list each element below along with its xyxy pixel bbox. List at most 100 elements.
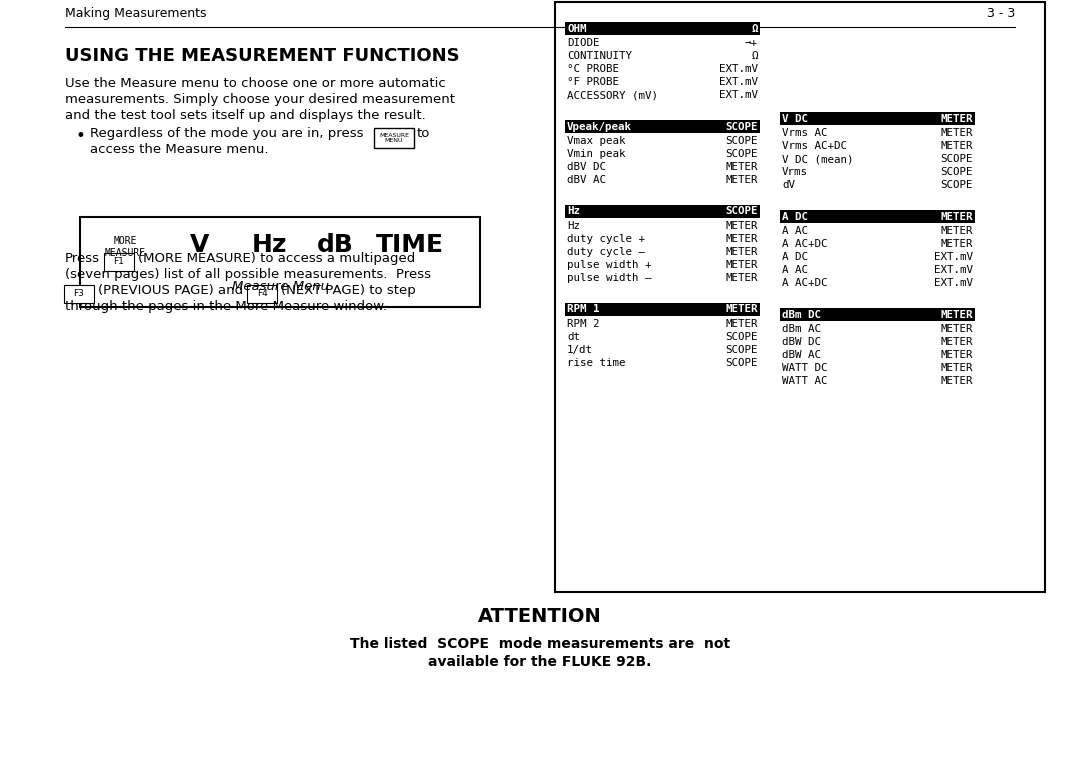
Text: METER: METER (726, 175, 758, 185)
Text: METER: METER (941, 337, 973, 347)
Text: USING THE MEASUREMENT FUNCTIONS: USING THE MEASUREMENT FUNCTIONS (65, 47, 460, 65)
Text: ATTENTION: ATTENTION (478, 607, 602, 626)
FancyBboxPatch shape (80, 217, 480, 307)
Text: Ω: Ω (752, 51, 758, 61)
Text: 1/dt: 1/dt (567, 345, 593, 355)
Text: METER: METER (726, 260, 758, 270)
Text: SCOPE: SCOPE (941, 180, 973, 190)
Text: °F PROBE: °F PROBE (567, 77, 619, 87)
Bar (565, 120, 760, 133)
Text: DIODE: DIODE (567, 38, 599, 48)
Text: METER: METER (941, 239, 973, 249)
Text: V: V (190, 233, 210, 257)
Text: METER: METER (726, 234, 758, 244)
Text: ACCESSORY (mV): ACCESSORY (mV) (567, 90, 658, 100)
Text: dBm DC: dBm DC (782, 309, 821, 319)
Text: Vrms AC+DC: Vrms AC+DC (782, 141, 847, 151)
Text: Measure Menu: Measure Menu (231, 280, 328, 293)
Text: MORE
MEASURE: MORE MEASURE (105, 236, 146, 258)
Text: Regardless of the mode you are in, press: Regardless of the mode you are in, press (90, 127, 364, 140)
Text: METER: METER (941, 376, 973, 386)
Text: WATT AC: WATT AC (782, 376, 827, 386)
Text: through the pages in the More Measure window.: through the pages in the More Measure wi… (65, 300, 387, 313)
Text: Hz: Hz (253, 233, 287, 257)
Bar (555, 2, 1045, 592)
Text: dBV DC: dBV DC (567, 162, 606, 172)
Text: V DC: V DC (782, 114, 808, 123)
Bar (780, 112, 975, 125)
Text: EXT.mV: EXT.mV (934, 278, 973, 288)
Text: SCOPE: SCOPE (726, 149, 758, 159)
Text: METER: METER (726, 305, 758, 315)
Text: METER: METER (941, 114, 973, 123)
Text: The listed  SCOPE  mode measurements are  not: The listed SCOPE mode measurements are n… (350, 637, 730, 651)
Text: dBW AC: dBW AC (782, 350, 821, 360)
Text: Vrms AC: Vrms AC (782, 128, 827, 138)
Text: F3: F3 (73, 290, 84, 299)
Text: F1: F1 (113, 258, 124, 267)
Bar (565, 205, 760, 218)
Text: dV: dV (782, 180, 795, 190)
Text: EXT.mV: EXT.mV (719, 64, 758, 74)
Text: METER: METER (941, 324, 973, 334)
Text: METER: METER (941, 226, 973, 236)
FancyBboxPatch shape (104, 253, 134, 271)
Text: duty cycle +: duty cycle + (567, 234, 645, 244)
Text: A AC+DC: A AC+DC (782, 239, 827, 249)
Text: METER: METER (726, 221, 758, 231)
Text: OHM: OHM (567, 24, 586, 34)
Text: 3 - 3: 3 - 3 (987, 7, 1015, 20)
Text: METER: METER (941, 141, 973, 151)
Text: available for the FLUKE 92B.: available for the FLUKE 92B. (429, 655, 651, 669)
Text: METER: METER (941, 309, 973, 319)
Text: RPM 1: RPM 1 (567, 305, 599, 315)
Text: (PREVIOUS PAGE) and: (PREVIOUS PAGE) and (98, 284, 243, 297)
Text: F4: F4 (257, 290, 268, 299)
Bar (565, 22, 760, 35)
Text: →+: →+ (745, 38, 758, 48)
Text: SCOPE: SCOPE (726, 136, 758, 146)
Text: METER: METER (726, 162, 758, 172)
Bar (780, 210, 975, 223)
Text: dt: dt (567, 332, 580, 342)
Text: SCOPE: SCOPE (941, 154, 973, 164)
Text: Hz: Hz (567, 221, 580, 231)
Text: Use the Measure menu to choose one or more automatic: Use the Measure menu to choose one or mo… (65, 77, 446, 90)
Text: A AC: A AC (782, 226, 808, 236)
Text: EXT.mV: EXT.mV (719, 77, 758, 87)
Text: METER: METER (941, 212, 973, 222)
Text: dBV AC: dBV AC (567, 175, 606, 185)
Text: •: • (75, 127, 85, 145)
Text: Ω: Ω (752, 24, 758, 34)
Text: Vpeak/peak: Vpeak/peak (567, 121, 632, 132)
Text: to: to (417, 127, 430, 140)
Text: METER: METER (941, 128, 973, 138)
Text: pulse width +: pulse width + (567, 260, 651, 270)
Text: MEASURE
MENU: MEASURE MENU (379, 133, 409, 143)
Text: TIME: TIME (376, 233, 444, 257)
Text: METER: METER (941, 363, 973, 373)
Text: duty cycle –: duty cycle – (567, 247, 645, 257)
Text: EXT.mV: EXT.mV (934, 252, 973, 262)
Text: SCOPE: SCOPE (726, 332, 758, 342)
Text: V DC (mean): V DC (mean) (782, 154, 853, 164)
Text: Vrms: Vrms (782, 167, 808, 177)
Text: measurements. Simply choose your desired measurement: measurements. Simply choose your desired… (65, 93, 455, 106)
Text: EXT.mV: EXT.mV (934, 265, 973, 275)
Text: SCOPE: SCOPE (726, 207, 758, 216)
Text: SCOPE: SCOPE (726, 121, 758, 132)
Text: WATT DC: WATT DC (782, 363, 827, 373)
Text: rise time: rise time (567, 358, 625, 368)
Text: SCOPE: SCOPE (941, 167, 973, 177)
Text: access the Measure menu.: access the Measure menu. (90, 143, 269, 156)
FancyBboxPatch shape (374, 128, 414, 148)
Text: °C PROBE: °C PROBE (567, 64, 619, 74)
Text: Vmin peak: Vmin peak (567, 149, 625, 159)
Text: SCOPE: SCOPE (726, 358, 758, 368)
Text: A AC: A AC (782, 265, 808, 275)
Text: dB: dB (316, 233, 353, 257)
Text: EXT.mV: EXT.mV (719, 90, 758, 100)
Text: Press: Press (65, 252, 100, 265)
Text: dBm AC: dBm AC (782, 324, 821, 334)
Text: (NEXT PAGE) to step: (NEXT PAGE) to step (281, 284, 416, 297)
